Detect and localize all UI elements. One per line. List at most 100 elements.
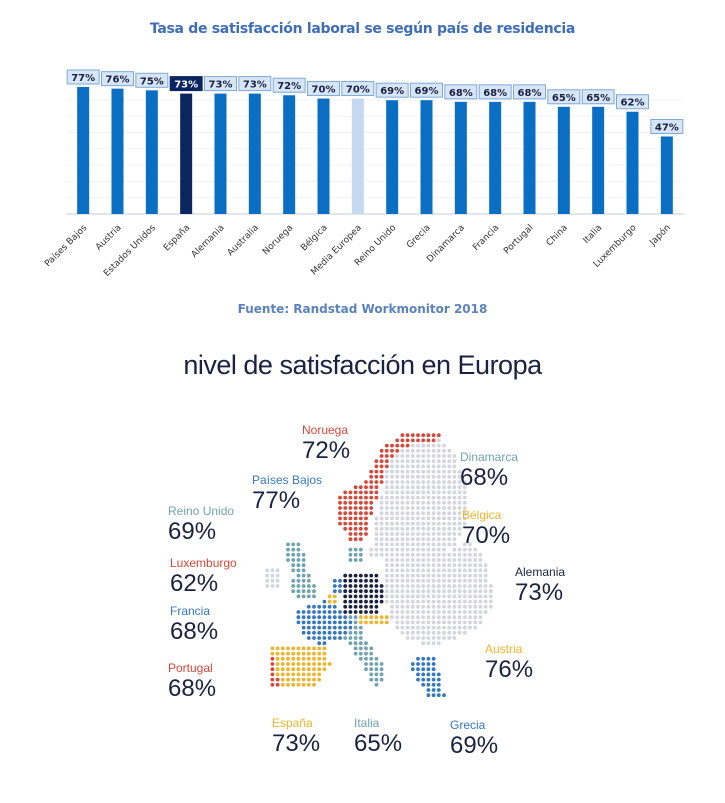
map-dot-grecia bbox=[421, 662, 426, 666]
map-dot-othereast bbox=[473, 615, 478, 620]
map-dot-reino-unido bbox=[306, 589, 311, 594]
map-dot-othereast bbox=[457, 584, 462, 588]
map-dot-otherscand bbox=[442, 490, 446, 495]
map-dot-francia bbox=[322, 610, 327, 614]
map-dot-othereast bbox=[457, 620, 462, 625]
map-dot-otherscand bbox=[400, 474, 405, 479]
map-dot-españa bbox=[275, 656, 280, 661]
map-dot-othereast bbox=[468, 547, 472, 552]
data-label-box bbox=[444, 84, 478, 100]
map-dot-othereast bbox=[442, 636, 446, 640]
map-dot-othereast bbox=[390, 558, 394, 562]
map-dot-othereast bbox=[390, 599, 394, 604]
map-dot-othereast bbox=[447, 636, 452, 640]
map-dot-otherscand bbox=[421, 537, 426, 542]
map-dot-otherscand bbox=[421, 485, 426, 490]
map-dot-othereast bbox=[473, 558, 478, 562]
map-dot-othereast bbox=[468, 589, 472, 594]
map-dot-otherscand bbox=[410, 490, 415, 495]
map-dot-españa bbox=[312, 672, 316, 677]
map-dot-noruega bbox=[431, 438, 436, 443]
map-dot-otherscand bbox=[410, 547, 415, 552]
map-dot-othereast bbox=[478, 558, 483, 562]
map-dot-othereast bbox=[462, 589, 467, 594]
map-dot-alemania bbox=[374, 610, 379, 614]
map-dot-españa bbox=[275, 646, 280, 651]
map-dot-othereast bbox=[431, 630, 436, 635]
map-dot-otherscand bbox=[431, 511, 436, 516]
map-dot-otherscand bbox=[431, 506, 436, 510]
map-dot-noruega bbox=[384, 443, 389, 448]
map-dot-noruega bbox=[395, 443, 400, 448]
map-dot-alemania bbox=[343, 610, 348, 614]
map-dot-alemania bbox=[374, 578, 379, 583]
map-dot-grecia bbox=[431, 672, 436, 677]
map-dot-othereast bbox=[416, 578, 420, 583]
map-dot-othereast bbox=[400, 584, 405, 588]
map-dot-alemania bbox=[348, 599, 353, 604]
map-dot-francia bbox=[301, 630, 306, 635]
map-dot-othereast bbox=[447, 589, 452, 594]
map-dot-otherscand bbox=[416, 542, 420, 547]
data-label-box bbox=[135, 72, 169, 88]
map-dot-othereast bbox=[452, 584, 457, 588]
map-dot-bélgica bbox=[332, 594, 337, 599]
map-dot-italia bbox=[364, 641, 368, 646]
map-dot-otherscand bbox=[447, 506, 452, 510]
map-dot-othereast bbox=[426, 573, 431, 578]
map-dot-othereast bbox=[400, 594, 405, 599]
map-dot-noruega bbox=[358, 485, 363, 490]
map-dot-otherscand bbox=[395, 464, 400, 469]
map-dot-francia bbox=[301, 615, 306, 620]
map-dot-otherscand bbox=[405, 521, 410, 526]
map-dot-alemania bbox=[343, 604, 348, 609]
map-dot-othereast bbox=[457, 558, 462, 562]
map-dot-países-bajos bbox=[332, 589, 337, 594]
map-dot-noruega bbox=[338, 506, 342, 510]
map-dot-otherscand bbox=[431, 532, 436, 536]
map-dot-otherscand bbox=[462, 511, 467, 516]
map-dot-otherscand bbox=[416, 495, 420, 500]
map-dot-noruega bbox=[374, 469, 379, 474]
map-dot-españa bbox=[286, 656, 290, 661]
map-dot-otherscand bbox=[395, 485, 400, 490]
map-dot-alemania bbox=[358, 599, 363, 604]
map-dot-otherscand bbox=[462, 485, 467, 490]
bar bbox=[145, 90, 158, 214]
map-dot-othereast bbox=[483, 599, 488, 604]
map-dot-grecia bbox=[436, 682, 441, 687]
map-dot-othereast bbox=[431, 578, 436, 583]
map-dot-othereast bbox=[405, 630, 410, 635]
map-dot-otherscand bbox=[426, 474, 431, 479]
map-dot-austria bbox=[358, 615, 363, 620]
map-dot-othereast bbox=[442, 558, 446, 562]
map-dot-othereast bbox=[478, 578, 483, 583]
map-dot-españa bbox=[296, 672, 301, 677]
map-dot-francia bbox=[312, 615, 316, 620]
map-dot-otherscand bbox=[400, 532, 405, 536]
map-dot-othereast bbox=[431, 568, 436, 573]
map-dot-otherscand bbox=[384, 521, 389, 526]
map-dot-otherscand bbox=[421, 521, 426, 526]
map-dot-italia bbox=[348, 636, 353, 640]
map-dot-othereast bbox=[483, 584, 488, 588]
data-label: 69% bbox=[380, 86, 404, 97]
map-dot-othereast bbox=[462, 552, 467, 557]
map-dot-otherscand bbox=[421, 448, 426, 453]
map-dot-otherscand bbox=[431, 490, 436, 495]
map-dot-noruega bbox=[348, 516, 353, 521]
map-dot-othereast bbox=[405, 589, 410, 594]
map-dot-othereast bbox=[483, 610, 488, 614]
map-dot-otherscand bbox=[452, 511, 457, 516]
map-dot-españa bbox=[286, 677, 290, 682]
map-dot-otherscand bbox=[426, 516, 431, 521]
map-dot-othereast bbox=[416, 594, 420, 599]
bar bbox=[489, 101, 502, 214]
map-dot-italia bbox=[369, 651, 374, 656]
map-dot-francia bbox=[301, 620, 306, 625]
bar bbox=[111, 88, 124, 214]
map-dot-reino-unido bbox=[286, 547, 290, 552]
map-dot-austria bbox=[369, 615, 374, 620]
map-dot-othereast bbox=[426, 599, 431, 604]
map-dot-otherscand bbox=[442, 532, 446, 536]
